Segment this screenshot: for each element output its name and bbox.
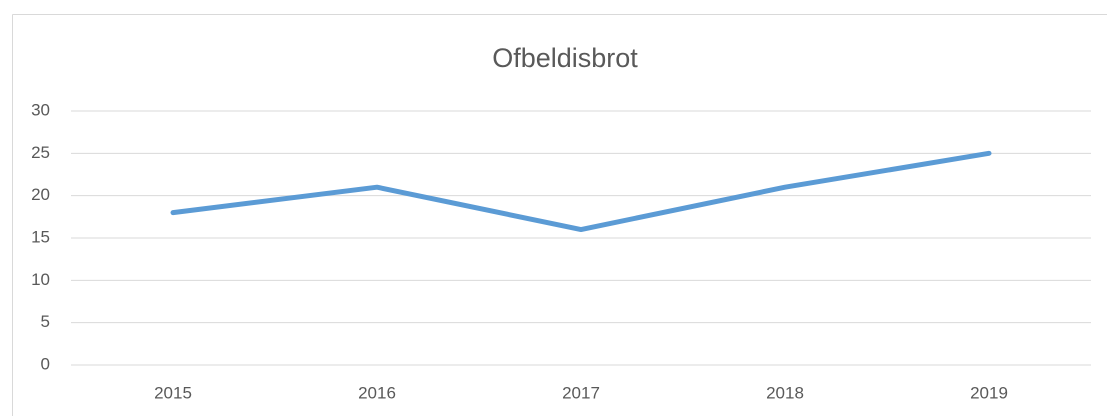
x-tick-label: 2018 xyxy=(766,383,804,402)
y-tick-label: 0 xyxy=(41,354,50,373)
x-tick-label: 2019 xyxy=(970,383,1008,402)
x-tick-label: 2015 xyxy=(154,383,192,402)
y-tick-label: 25 xyxy=(31,143,50,162)
y-tick-label: 30 xyxy=(31,100,50,119)
x-tick-label: 2016 xyxy=(358,383,396,402)
y-tick-label: 10 xyxy=(31,270,50,289)
x-tick-label: 2017 xyxy=(562,383,600,402)
y-tick-label: 20 xyxy=(31,185,50,204)
line-series xyxy=(170,150,992,233)
chart-title: Ofbeldisbrot xyxy=(492,43,638,73)
y-tick-label: 5 xyxy=(41,312,50,331)
y-tick-label: 15 xyxy=(31,227,50,246)
